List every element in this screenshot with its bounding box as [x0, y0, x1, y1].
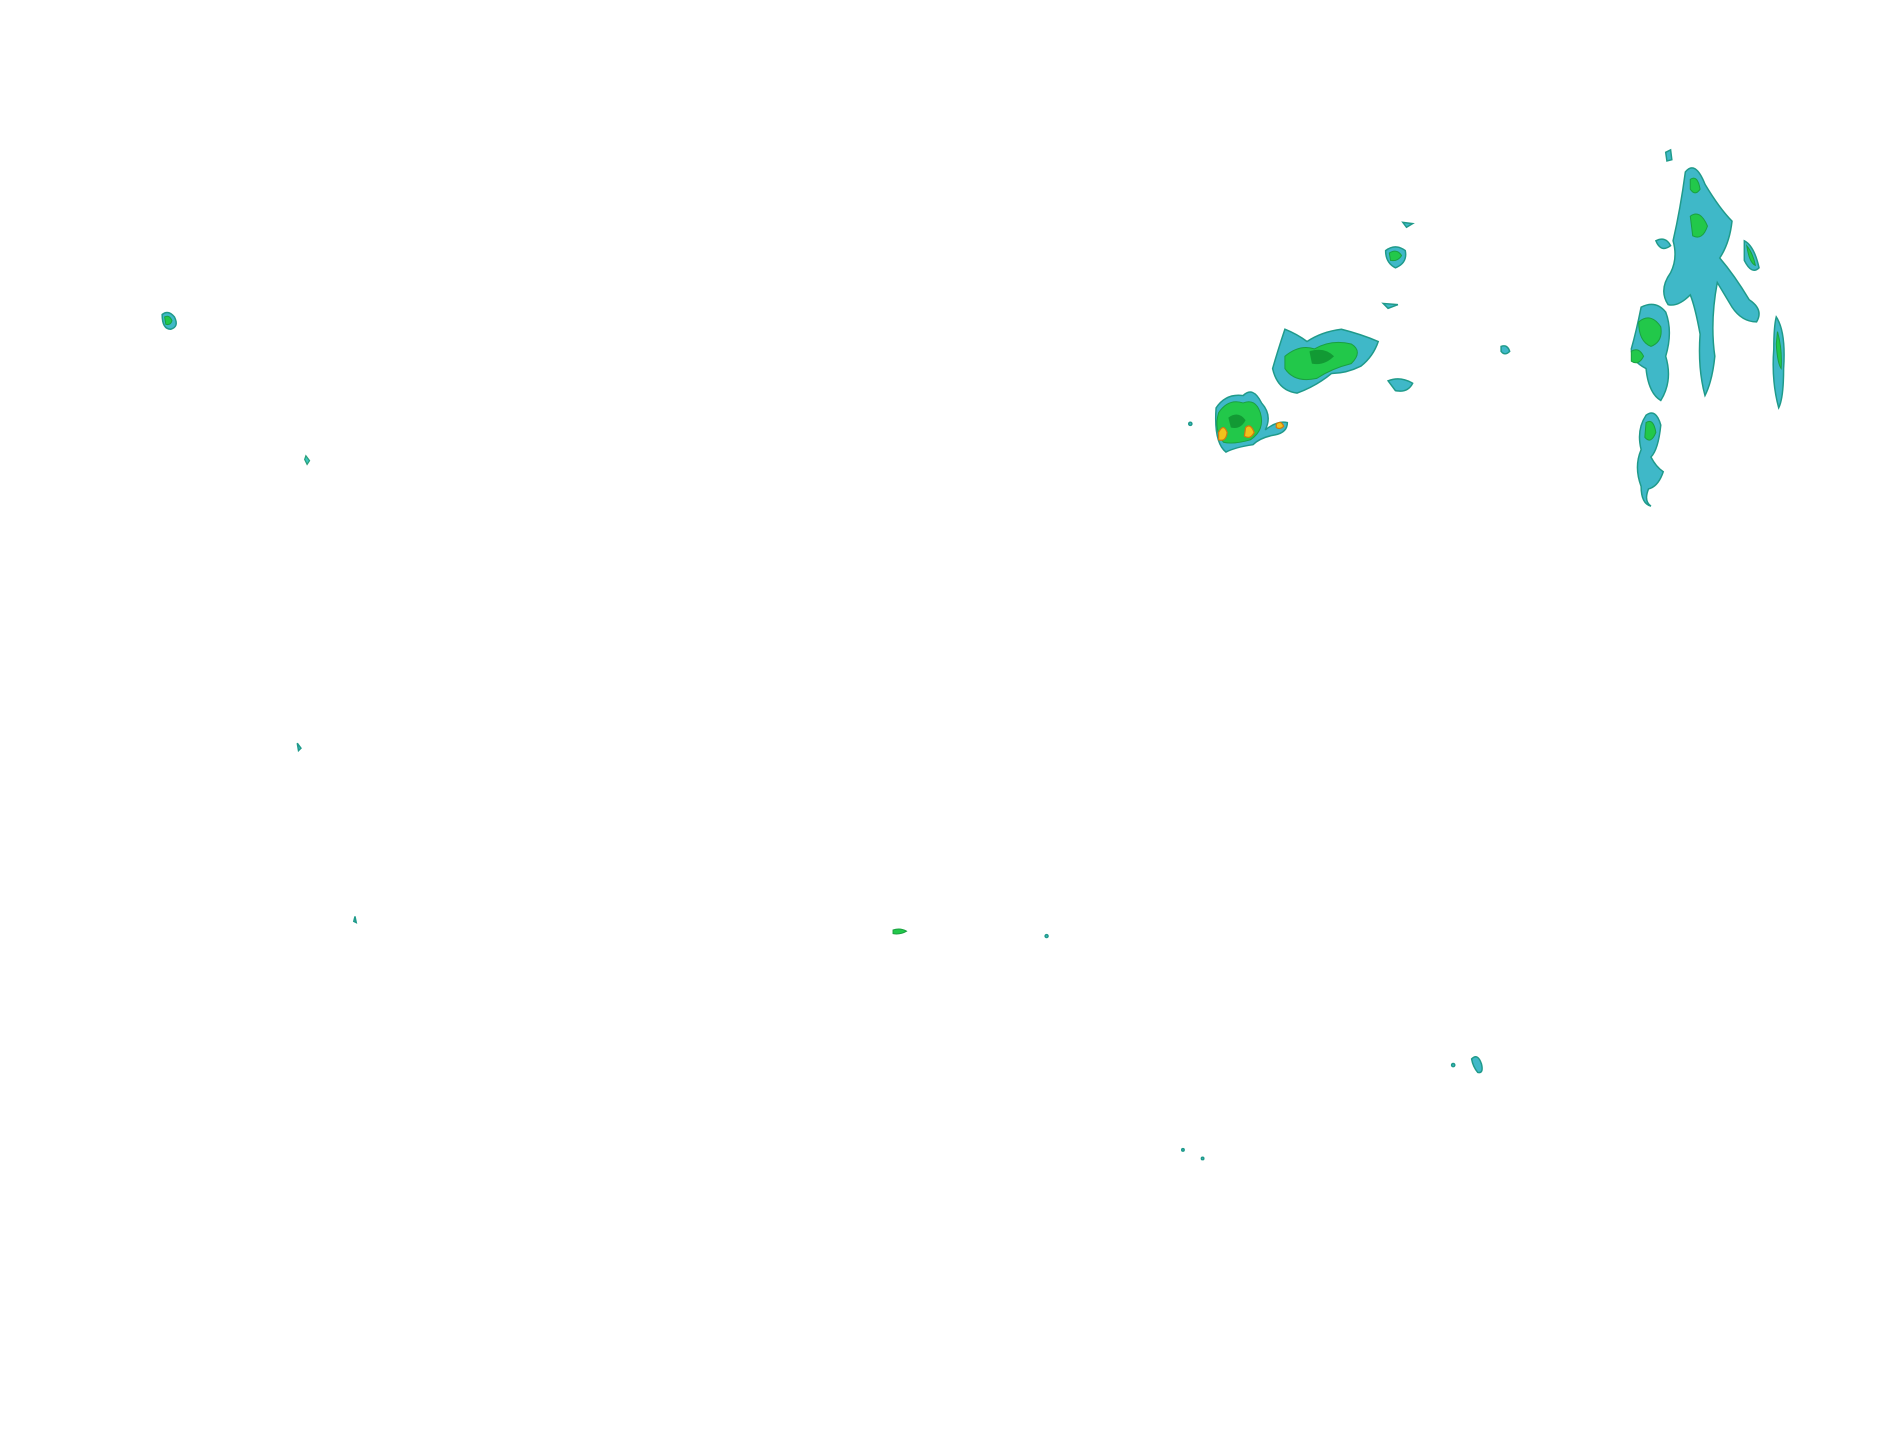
echo-cell	[1654, 238, 1672, 250]
echo-core	[1638, 317, 1662, 347]
echo-cell	[1470, 1056, 1483, 1074]
echo-cell	[303, 454, 311, 466]
echo-west	[161, 311, 1483, 1161]
echo-cell	[1386, 378, 1414, 392]
echo-intense	[1275, 421, 1285, 430]
echo-core	[1388, 250, 1403, 262]
echo-cell	[1636, 412, 1665, 507]
echo-intense	[1217, 426, 1228, 441]
echo-core	[1228, 414, 1246, 429]
echo-cell	[1401, 221, 1415, 229]
echo-cluster-central	[1187, 221, 1511, 453]
echo-cell	[1180, 1147, 1185, 1152]
echo-core	[1644, 420, 1657, 441]
echo-cell	[1200, 1156, 1205, 1161]
echo-core	[1309, 349, 1335, 365]
echo-cell	[352, 916, 358, 924]
echo-cell	[1044, 933, 1049, 939]
echo-cell	[296, 742, 302, 753]
echo-cell	[1663, 167, 1760, 398]
echo-cell	[1187, 421, 1193, 427]
echo-cell	[1450, 1062, 1456, 1068]
echo-cell	[1664, 148, 1673, 162]
echo-core	[164, 315, 173, 326]
echo-cell	[1500, 345, 1511, 355]
echo-cluster-east	[1630, 148, 1785, 507]
echo-core	[1775, 331, 1782, 370]
echo-core	[1689, 213, 1708, 238]
echo-core	[1746, 244, 1757, 267]
echo-intense	[1243, 425, 1255, 438]
echo-cell	[892, 928, 908, 935]
echo-core	[1689, 177, 1701, 194]
echo-core	[1630, 349, 1645, 364]
echo-cell	[1381, 302, 1399, 310]
